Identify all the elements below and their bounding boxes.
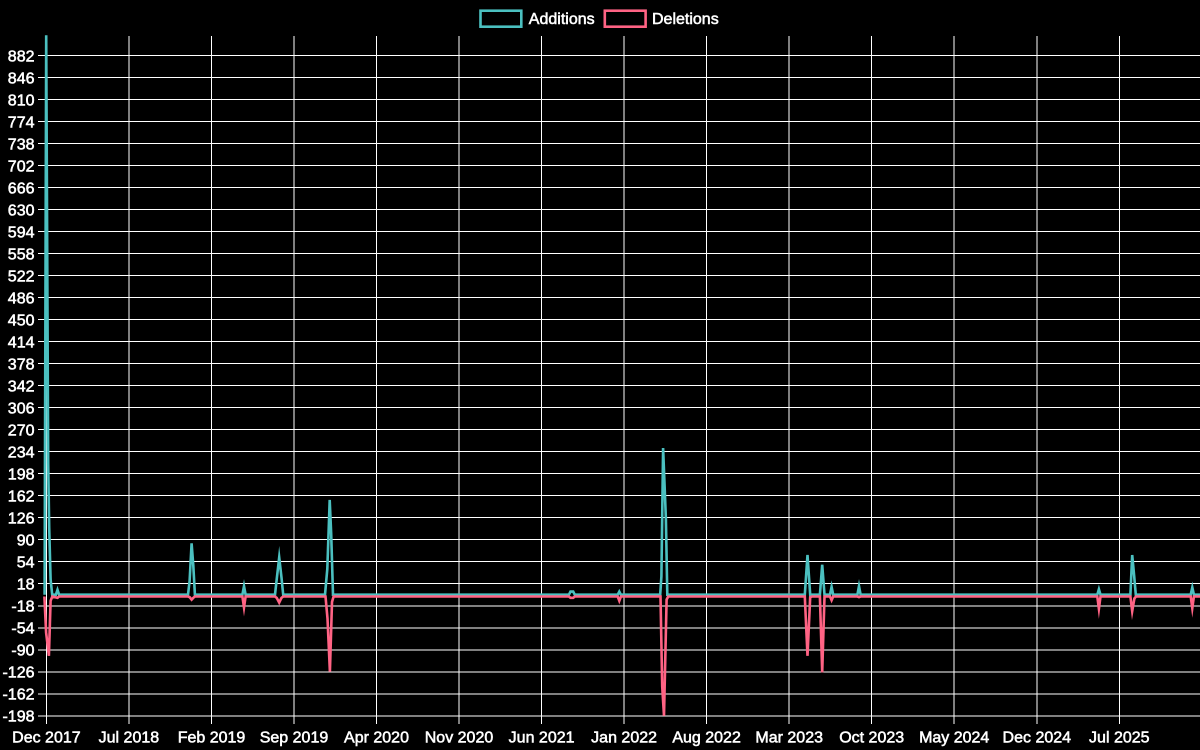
svg-text:198: 198 (8, 467, 35, 484)
svg-text:Dec 2024: Dec 2024 (1003, 730, 1072, 747)
svg-text:162: 162 (8, 489, 35, 506)
svg-text:Aug 2022: Aug 2022 (672, 730, 741, 747)
svg-text:450: 450 (8, 312, 35, 329)
svg-text:Jun 2021: Jun 2021 (509, 730, 575, 747)
svg-text:18: 18 (17, 577, 35, 594)
svg-text:630: 630 (8, 202, 35, 219)
svg-text:Dec 2017: Dec 2017 (12, 730, 81, 747)
svg-text:54: 54 (17, 555, 35, 572)
svg-text:522: 522 (8, 268, 35, 285)
svg-text:414: 414 (8, 334, 35, 351)
svg-text:-90: -90 (11, 643, 34, 660)
svg-text:738: 738 (8, 136, 35, 153)
svg-text:90: 90 (17, 533, 35, 550)
svg-text:Mar 2023: Mar 2023 (755, 730, 823, 747)
svg-text:Apr 2020: Apr 2020 (344, 730, 409, 747)
svg-text:Sep 2019: Sep 2019 (260, 730, 329, 747)
svg-text:774: 774 (8, 114, 35, 131)
svg-text:810: 810 (8, 92, 35, 109)
svg-text:Feb 2019: Feb 2019 (178, 730, 246, 747)
svg-text:Nov 2020: Nov 2020 (425, 730, 494, 747)
svg-text:270: 270 (8, 423, 35, 440)
svg-text:846: 846 (8, 70, 35, 87)
svg-text:486: 486 (8, 290, 35, 307)
svg-text:378: 378 (8, 356, 35, 373)
svg-text:-198: -198 (2, 709, 34, 726)
svg-text:342: 342 (8, 379, 35, 396)
svg-text:306: 306 (8, 401, 35, 418)
svg-text:Additions: Additions (529, 11, 595, 28)
svg-text:-162: -162 (2, 687, 34, 704)
svg-text:666: 666 (8, 180, 35, 197)
svg-text:Deletions: Deletions (652, 11, 719, 28)
svg-text:594: 594 (8, 224, 35, 241)
svg-text:558: 558 (8, 246, 35, 263)
svg-text:702: 702 (8, 158, 35, 175)
svg-text:Jul 2025: Jul 2025 (1089, 730, 1150, 747)
svg-text:882: 882 (8, 48, 35, 65)
svg-text:234: 234 (8, 445, 35, 462)
svg-text:May 2024: May 2024 (919, 730, 989, 747)
svg-text:-18: -18 (11, 599, 34, 616)
svg-text:-126: -126 (2, 665, 34, 682)
svg-text:Oct 2023: Oct 2023 (839, 730, 904, 747)
svg-text:126: 126 (8, 511, 35, 528)
svg-text:Jul 2018: Jul 2018 (99, 730, 160, 747)
svg-text:-54: -54 (11, 621, 34, 638)
svg-text:Jan 2022: Jan 2022 (591, 730, 657, 747)
